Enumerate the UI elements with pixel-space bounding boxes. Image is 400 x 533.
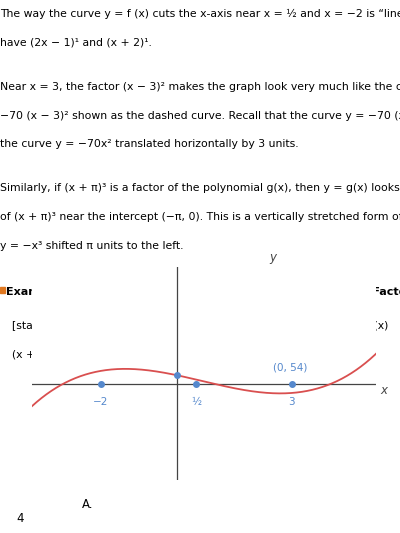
Text: Similarly, if (x + π)³ is a factor of the polynomial g(x), then y = g(x) looks l: Similarly, if (x + π)³ is a factor of th…: [0, 183, 400, 193]
Text: A.: A.: [82, 498, 94, 511]
Text: [standalone=true]    Which  of  the  following  is  the  graph  of   f (x)    =: [standalone=true] Which of the following…: [12, 321, 400, 331]
Bar: [0, 287, 5, 293]
Text: the curve y = −70x² translated horizontally by 3 units.: the curve y = −70x² translated horizonta…: [0, 139, 299, 149]
Text: (x + 3)(x − 1)(x − 4)?: (x + 3)(x − 1)(x − 4)?: [12, 350, 131, 360]
Text: The way the curve y = f (x) cuts the x-axis near x = ½ and x = −2 is “linear” si: The way the curve y = f (x) cuts the x-a…: [0, 9, 400, 19]
Text: of (x + π)³ near the intercept (−π, 0). This is a vertically stretched form of y: of (x + π)³ near the intercept (−π, 0). …: [0, 212, 400, 222]
Text: −2: −2: [93, 398, 108, 407]
Text: (0, 54): (0, 54): [273, 362, 307, 373]
Text: 4: 4: [16, 512, 24, 525]
Text: Example 1: Identifying the Graph of a Polynomial Given in Factored Form: Example 1: Identifying the Graph of a Po…: [6, 287, 400, 297]
Text: x: x: [380, 384, 388, 397]
Text: Near x = 3, the factor (x − 3)² makes the graph look very much like the curve y : Near x = 3, the factor (x − 3)² makes th…: [0, 82, 400, 92]
Text: have (2x − 1)¹ and (x + 2)¹.: have (2x − 1)¹ and (x + 2)¹.: [0, 38, 152, 48]
Text: −70 (x − 3)² shown as the dashed curve. Recall that the curve y = −70 (x − 3)² i: −70 (x − 3)² shown as the dashed curve. …: [0, 110, 400, 120]
Text: ½: ½: [191, 398, 202, 407]
Text: 3: 3: [288, 398, 295, 407]
Text: y = −x³ shifted π units to the left.: y = −x³ shifted π units to the left.: [0, 241, 184, 251]
Text: y: y: [269, 251, 276, 263]
